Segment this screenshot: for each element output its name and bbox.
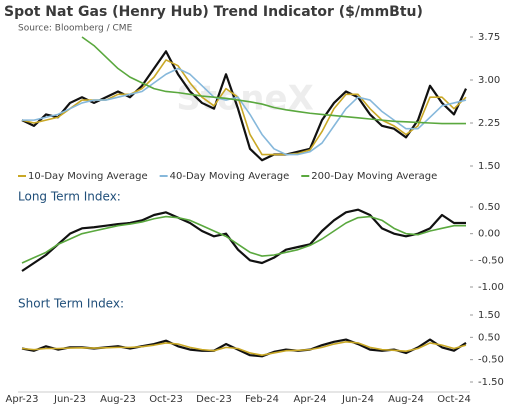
legend-label: 200-Day Moving Average (311, 171, 437, 182)
y-tick-label: -1.50 (478, 377, 504, 388)
y-tick-label: 3.75 (478, 32, 500, 43)
x-tick-label: Feb-24 (245, 394, 279, 405)
y-tick-label: -1.00 (478, 282, 504, 293)
series-line (22, 67, 467, 156)
x-tick-label: Aug-23 (100, 394, 136, 405)
series-line (21, 341, 467, 356)
x-tick-label: Apr-23 (6, 394, 39, 405)
chart-title: Spot Nat Gas (Henry Hub) Trend Indicator… (4, 4, 423, 20)
x-tick-label: Apr-24 (294, 394, 327, 405)
x-tick-label: Jun-23 (53, 394, 86, 405)
y-tick-label: 0.50 (478, 202, 500, 213)
series-line (21, 50, 467, 162)
panel-title: Short Term Index: (18, 297, 124, 311)
x-tick-label: Aug-24 (388, 394, 424, 405)
x-tick-label: Dec-23 (196, 394, 232, 405)
y-tick-label: 1.50 (478, 310, 500, 321)
y-tick-label: 0.00 (478, 229, 500, 240)
y-tick-label: 2.25 (478, 118, 500, 129)
panel-title: Long Term Index: (18, 190, 121, 204)
y-tick-label: 0.50 (478, 332, 500, 343)
x-tick-label: Oct-23 (149, 394, 183, 405)
watermark: StoneX (176, 79, 314, 119)
series-line (21, 215, 466, 264)
y-tick-label: 3.00 (478, 75, 500, 86)
series-line (21, 208, 466, 272)
series-line (81, 36, 466, 125)
source: Source: Bloomberg / CME (18, 24, 133, 34)
x-tick-label: Jun-24 (341, 394, 374, 405)
y-tick-label: 1.50 (478, 161, 500, 172)
x-tick-label: Oct-24 (437, 394, 471, 405)
y-tick-label: -0.50 (478, 355, 504, 366)
legend-label: 10-Day Moving Average (28, 171, 148, 182)
legend-label: 40-Day Moving Average (170, 171, 290, 182)
y-tick-label: -0.50 (478, 255, 504, 266)
